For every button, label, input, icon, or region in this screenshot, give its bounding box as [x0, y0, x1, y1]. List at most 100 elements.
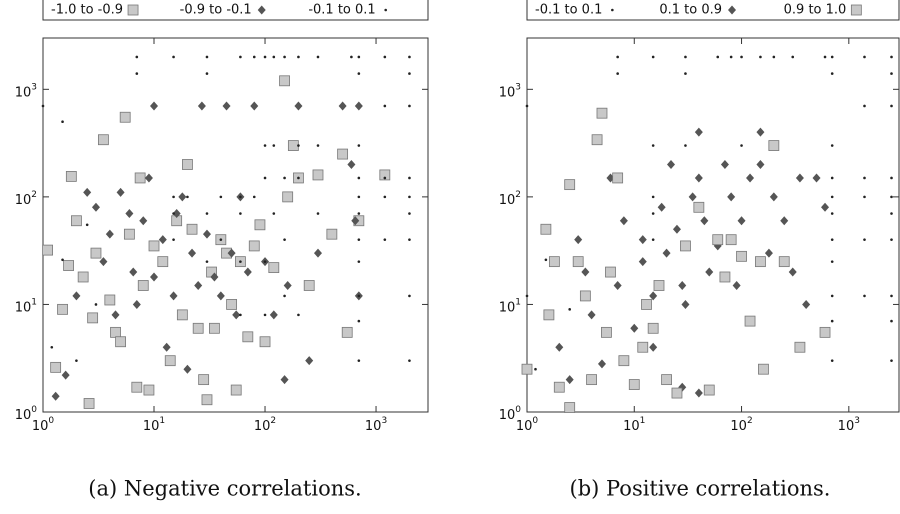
tick-base: 10	[516, 419, 533, 434]
dot-point	[357, 294, 361, 298]
square-point	[637, 341, 649, 353]
dot-point	[772, 55, 776, 59]
square-point	[303, 280, 315, 291]
tick-exp: 0	[31, 405, 37, 415]
diamond-point	[769, 192, 778, 202]
square-point	[379, 169, 391, 181]
dot-point	[357, 260, 361, 263]
dot-point	[890, 55, 893, 59]
tick-label: 101	[15, 297, 37, 315]
dot-point	[205, 55, 209, 59]
dot-point	[740, 144, 743, 147]
dot-point	[383, 238, 387, 241]
legend-label: -0.1 to 0.1	[308, 3, 375, 18]
diamond-point	[788, 267, 797, 277]
diamond-point	[694, 388, 703, 398]
diamond-point	[51, 391, 60, 401]
diamond-point	[162, 342, 171, 352]
tick-label: 103	[365, 416, 387, 434]
dot-point	[297, 313, 300, 317]
square-point	[115, 336, 126, 348]
square-point	[312, 169, 324, 181]
diamond-point	[574, 235, 583, 245]
square-point	[521, 363, 533, 375]
tick-label: 101	[143, 416, 165, 434]
square-point	[71, 215, 82, 227]
square-point	[564, 402, 576, 413]
dot-point	[357, 72, 361, 75]
square-point	[564, 179, 576, 191]
legend-label: -0.1 to 0.1	[535, 3, 602, 18]
dot-point	[616, 55, 619, 59]
diamond-point	[150, 272, 159, 282]
square-point	[543, 309, 555, 321]
dot-point	[297, 176, 300, 180]
tick-label: 103	[499, 82, 521, 100]
dot-point	[716, 55, 720, 59]
dot-point	[135, 72, 139, 75]
diamond-point	[169, 291, 178, 301]
dot-point	[890, 238, 893, 241]
dot-point	[863, 294, 866, 298]
dot-point	[525, 294, 529, 298]
legend-marker	[728, 5, 737, 15]
square-point	[176, 309, 188, 321]
square-point	[618, 355, 630, 367]
dot-point	[350, 55, 353, 59]
dot-point	[172, 195, 175, 199]
dot-point	[205, 260, 209, 263]
square-point	[647, 322, 659, 334]
square-point	[148, 240, 160, 252]
diamond-point	[222, 101, 231, 111]
dot-point	[283, 176, 286, 180]
diamond-point	[250, 101, 259, 111]
dot-point	[297, 55, 300, 59]
diamond-point	[197, 101, 206, 111]
square-point	[591, 134, 603, 146]
dot-point	[172, 238, 175, 241]
square-point	[326, 228, 338, 240]
square-point	[579, 290, 591, 302]
tick-base: 10	[499, 408, 516, 423]
diamond-point	[638, 235, 647, 245]
diamond-point	[243, 267, 252, 277]
dot-point	[316, 212, 320, 215]
dot-point	[863, 238, 866, 241]
diamond-point	[565, 375, 574, 385]
legend-marker	[611, 8, 614, 12]
square-point	[548, 256, 560, 268]
square-point	[553, 381, 565, 393]
dot-point	[830, 72, 834, 75]
dot-point	[252, 55, 256, 59]
diamond-point	[194, 280, 203, 290]
square-point	[612, 172, 624, 184]
tick-base: 10	[15, 300, 32, 315]
dot-point	[651, 238, 655, 241]
dot-point	[544, 258, 548, 262]
square-point	[123, 228, 135, 240]
tick-label: 103	[15, 82, 37, 100]
square-point	[87, 312, 99, 324]
tick-base: 10	[15, 408, 32, 423]
diamond-point	[746, 173, 755, 183]
tick-exp: 1	[159, 416, 165, 426]
square-point	[164, 355, 176, 367]
tick-label: 100	[32, 416, 55, 434]
square-point	[287, 140, 299, 151]
dot-point	[890, 359, 893, 362]
diamond-point	[649, 291, 658, 301]
dot-point	[408, 294, 411, 298]
dot-point	[740, 55, 743, 59]
legend-label: -1.0 to -0.9	[51, 3, 123, 18]
dot-point	[651, 144, 655, 147]
square-point	[65, 171, 77, 182]
dot-point	[830, 55, 834, 59]
diamond-point	[688, 192, 697, 202]
diamond-point	[269, 310, 278, 320]
dot-point	[890, 319, 893, 323]
diamond-point	[202, 229, 211, 239]
dot-point	[408, 212, 411, 215]
tick-base: 10	[15, 192, 32, 207]
dot-point	[383, 104, 387, 108]
legend-marker	[850, 4, 862, 16]
